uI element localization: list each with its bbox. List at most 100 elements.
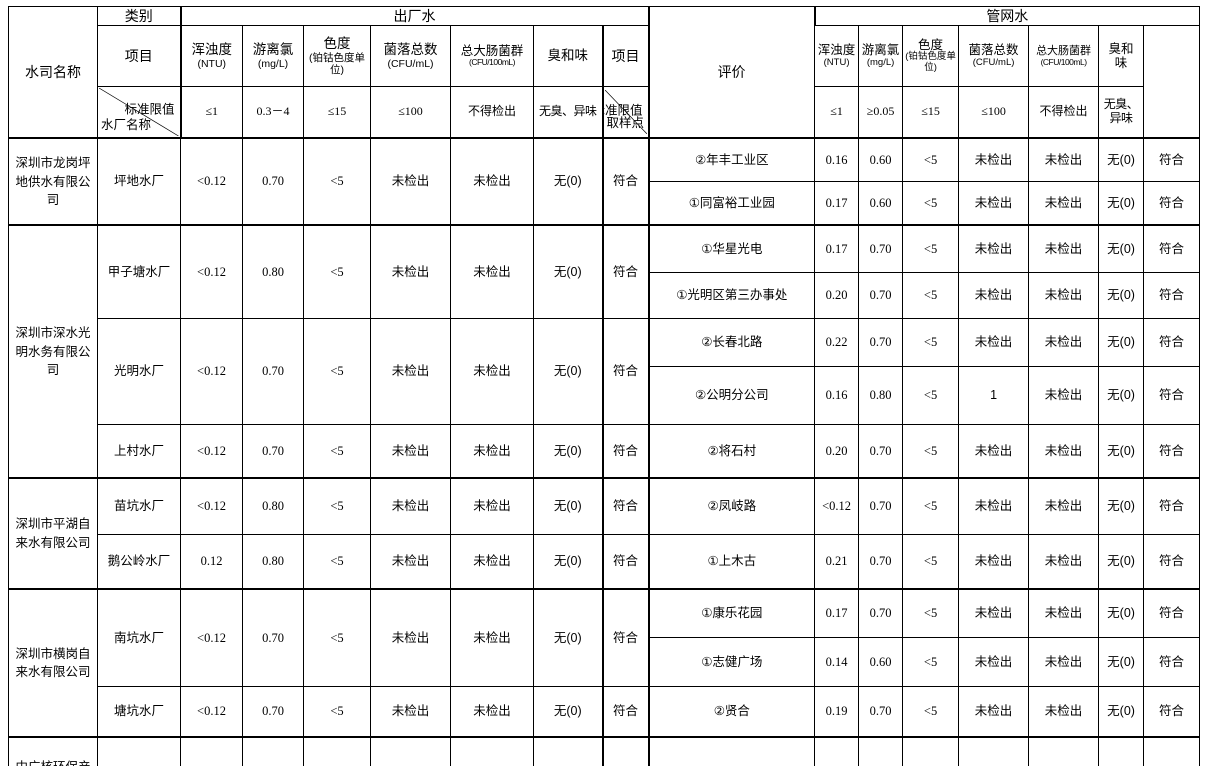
sampling-point-name: ②公明分公司 — [647, 366, 816, 426]
point-coliform: 未检出 — [1028, 477, 1100, 536]
plant-turbidity: <0.12 — [180, 588, 243, 688]
point-chlorine: 0.50 — [858, 736, 904, 766]
sampling-point-name: ②长春北路 — [647, 318, 816, 368]
limit-right-0: ≤1 — [814, 86, 860, 139]
sampling-point-name: ①同富裕工业园 — [647, 181, 816, 227]
plant-color: <5 — [303, 686, 371, 739]
sampling-point-name: ①光明区第三办事处 — [647, 271, 816, 320]
plant-chlorine: 0.70 — [242, 424, 304, 480]
point-turbidity: 0.21 — [814, 534, 860, 591]
plant-colony: 未检出 — [370, 224, 451, 320]
point-eval: 符合 — [1143, 424, 1201, 480]
plant-chlorine: 0.80 — [242, 534, 304, 591]
point-coliform: 未检出 — [1028, 736, 1100, 766]
company-name: 深圳市龙岗坪地供水有限公司 — [8, 137, 98, 226]
plant-chlorine: 0.70 — [242, 318, 304, 426]
point-eval: 符合 — [1143, 318, 1201, 368]
plant-odor: 无(0) — [533, 224, 603, 320]
plant-coliform: 未检出 — [450, 318, 534, 426]
limit-right-2: ≤15 — [902, 86, 960, 139]
point-color: <5 — [902, 318, 960, 368]
col-header-metric-right-3: 菌落总数 (CFU/mL) — [958, 25, 1030, 88]
metric-name-right-1: 游离氯 — [861, 43, 900, 58]
col-header-metric-right-1: 游离氯 (mg/L) — [858, 25, 904, 88]
point-colony: 未检出 — [958, 271, 1030, 320]
metric-unit-right-4: (CFU/100mL) — [1040, 56, 1087, 67]
company-name: 中广核环保产业有限公司 — [8, 736, 98, 766]
point-chlorine: 0.80 — [858, 366, 904, 426]
diagonal-label-standard-right: 标准限值 — [605, 102, 643, 117]
plant-chlorine: 0.80 — [242, 224, 304, 320]
diagonal-divider-right — [605, 90, 647, 134]
plant-colony: 未检出 — [370, 686, 451, 739]
data-row: 深圳市深水光明水务有限公司 甲子塘水厂 <0.12 0.80 <5 未检出 未检出 无(0) 符… — [8, 224, 1201, 479]
plant-odor: 无(0) — [533, 686, 603, 739]
point-odor: 无(0) — [1098, 424, 1145, 480]
plant-color: <5 — [303, 588, 371, 688]
sampling-point-name: ①北区 — [647, 736, 816, 766]
col-header-metric-right-2: 色度 (铂钴色度单位) — [902, 25, 960, 88]
point-eval: 符合 — [1143, 534, 1201, 591]
plant-colony: 未检出 — [370, 736, 451, 766]
plant-coliform: 未检出 — [450, 224, 534, 320]
data-row: ①光明区第三办事处 0.20 0.70 <5 未检出 未检出 无(0) 符合 — [9, 271, 1201, 320]
plant-odor: 无(0) — [533, 137, 603, 226]
data-row: ②公明分公司 0.16 0.80 <5 1 未检出 无(0) 符合 — [9, 366, 1201, 426]
point-chlorine: 0.70 — [858, 224, 904, 273]
plant-turbidity: 0.12 — [180, 534, 243, 591]
col-header-metric-left-0: 浑浊度 (NTU) — [179, 25, 243, 88]
diagonal-divider-left — [99, 88, 179, 136]
point-eval: 符合 — [1143, 477, 1201, 536]
limit-right-5: 无臭、 异味 — [1098, 86, 1145, 139]
col-header-metric-left-3: 菌落总数 (CFU/mL) — [370, 25, 451, 88]
plant-eval: 符合 — [601, 224, 650, 320]
point-odor: 无(0) — [1098, 686, 1145, 739]
col-header-metric-left-5: 臭和味 — [533, 25, 603, 88]
metric-unit-left-2: (铂钴色度单位) — [309, 51, 365, 76]
point-color: <5 — [902, 736, 960, 766]
metric-unit-left-1: (mg/L) — [257, 57, 289, 70]
col-header-category: 类别 — [97, 5, 181, 27]
diagonal-label-standard-left: 标准限值 — [124, 102, 175, 117]
sampling-point-name: ②年丰工业区 — [647, 137, 816, 183]
sampling-point-name: ②将石村 — [647, 424, 816, 480]
data-row: 塘坑水厂 <0.12 0.70 <5 未检出 未检出 无(0) 符合 ②贤合 0.19 0.70 <5… — [9, 686, 1201, 739]
plant-colony: 未检出 — [370, 318, 451, 426]
water-quality-table: 水司名称类别出厂水评价管网水评价项目浑浊度(NTU)游离氯(mg/L)色度(铂钴… — [8, 5, 1201, 766]
point-turbidity: 0.20 — [814, 271, 860, 320]
point-eval: 符合 — [1143, 686, 1201, 739]
plant-turbidity: <0.12 — [180, 318, 243, 426]
plant-name: 上村水厂 — [97, 424, 181, 480]
limit-left-5: 无臭、异味 — [533, 86, 603, 139]
point-odor: 无(0) — [1098, 588, 1145, 639]
col-header-company: 水司名称 — [8, 6, 98, 139]
point-turbidity: 0.20 — [814, 424, 860, 480]
header-row-limits: 标准限值水厂名称≤10.3－4≤15≤100不得检出无臭、异味标准限值取样点≤1… — [9, 86, 1200, 139]
plant-eval: 符合 — [601, 588, 650, 688]
point-odor: 无(0) — [1098, 477, 1145, 536]
plant-colony: 未检出 — [370, 137, 451, 226]
diagonal-header-left: 标准限值 水厂名称 — [97, 86, 181, 139]
point-turbidity: 0.17 — [814, 224, 860, 273]
header-row-category: 水司名称类别出厂水评价管网水评价 — [8, 5, 1201, 139]
metric-unit-left-0: (NTU) — [197, 57, 227, 70]
plant-odor: 无(0) — [533, 588, 603, 688]
limit-right-4: 不得检出 — [1028, 86, 1100, 139]
point-turbidity: 0.17 — [814, 181, 860, 227]
metric-name-right-2: 色度 — [918, 37, 944, 52]
point-turbidity: <0.12 — [814, 477, 860, 536]
point-color: <5 — [902, 181, 960, 227]
point-chlorine: 0.70 — [858, 588, 904, 639]
limit-right-1: ≥0.05 — [858, 86, 904, 139]
point-chlorine: 0.70 — [858, 686, 904, 739]
plant-name: 光明水厂 — [97, 318, 181, 426]
data-row: 深圳市横岗自来水有限公司 南坑水厂 <0.12 0.70 <5 未检出 未检出 无(0) 符合 ①… — [8, 588, 1201, 738]
plant-coliform: 未检出 — [450, 137, 534, 226]
point-turbidity: 0.16 — [814, 137, 860, 183]
metric-unit-left-3: (CFU/mL) — [387, 57, 434, 70]
diagonal-label-row-left: 水厂名称 — [101, 117, 152, 132]
metric-unit-right-0: (NTU) — [823, 56, 850, 68]
plant-coliform: 未检出 — [450, 736, 534, 766]
plant-name: 坪地水厂 — [97, 137, 181, 226]
point-color: <5 — [902, 424, 960, 480]
